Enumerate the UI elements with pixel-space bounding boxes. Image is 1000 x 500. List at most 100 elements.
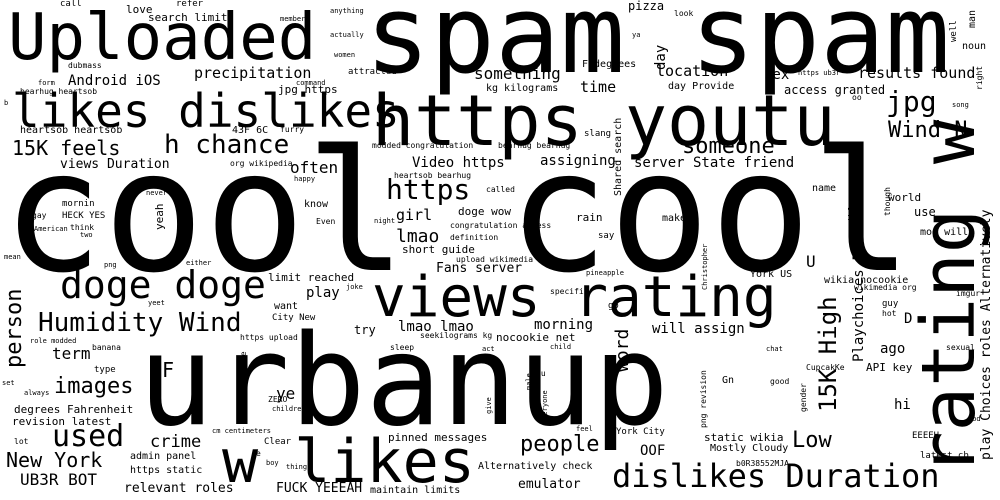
word: ZERO bbox=[268, 395, 288, 404]
word: search limit bbox=[148, 11, 228, 24]
word: thing bbox=[286, 463, 308, 471]
word: crime bbox=[150, 432, 202, 452]
word: say bbox=[598, 231, 615, 241]
word: heartsob bearhug bbox=[394, 171, 472, 180]
word: chat bbox=[766, 345, 783, 353]
word: role modded bbox=[30, 337, 77, 345]
word: hot bbox=[882, 309, 897, 318]
word: images bbox=[54, 374, 134, 399]
word: York City bbox=[616, 427, 665, 437]
word: something bbox=[474, 64, 561, 83]
word: F bbox=[162, 358, 175, 382]
word: York US bbox=[750, 269, 793, 280]
word: Clear bbox=[264, 437, 292, 447]
word: boy bbox=[266, 459, 279, 467]
word: night bbox=[374, 217, 396, 225]
word: seekilograms kg bbox=[420, 331, 493, 340]
word: EEEEH bbox=[912, 431, 940, 441]
word: joke bbox=[346, 283, 363, 291]
word: pizza bbox=[628, 0, 665, 13]
word: b bbox=[4, 99, 9, 107]
word: pineapple bbox=[586, 269, 624, 277]
word: slang bbox=[584, 129, 612, 139]
word: Shared search bbox=[613, 117, 624, 196]
word: spam spam bbox=[365, 0, 951, 98]
word: sexual bbox=[946, 343, 975, 352]
word: form bbox=[38, 79, 55, 87]
word: short guide bbox=[402, 243, 475, 256]
word: child bbox=[550, 343, 572, 351]
word: mean bbox=[4, 253, 21, 261]
word: actually bbox=[330, 31, 364, 39]
word: Uploaded bbox=[8, 1, 317, 75]
word: word bbox=[612, 328, 633, 372]
word: feel bbox=[576, 425, 593, 433]
word: male bbox=[525, 373, 533, 390]
word: guy bbox=[882, 299, 899, 309]
word: man bbox=[967, 9, 978, 28]
word: lmao lmao bbox=[398, 319, 474, 335]
word: want bbox=[274, 301, 299, 312]
word: degrees Fahrenheit bbox=[14, 403, 134, 416]
word: time bbox=[580, 78, 617, 96]
word: https upload bbox=[240, 333, 298, 342]
word: day bbox=[653, 44, 669, 70]
word: Humidity Wind bbox=[38, 308, 242, 338]
word: god bbox=[968, 415, 981, 423]
word: OOF bbox=[640, 443, 666, 459]
word: maintain limits bbox=[370, 485, 461, 496]
word: https ub3r bbox=[798, 69, 841, 77]
word: su bbox=[536, 369, 546, 378]
word: server State friend bbox=[634, 155, 795, 171]
word: often bbox=[290, 158, 339, 177]
word: hi bbox=[894, 397, 911, 413]
word: used bbox=[52, 419, 125, 454]
word: limit reached bbox=[268, 271, 355, 284]
word: Alternatively check bbox=[478, 461, 593, 472]
word: use bbox=[914, 205, 936, 219]
word: describe bbox=[239, 351, 248, 390]
word: try bbox=[354, 323, 376, 337]
word: admin panel bbox=[130, 451, 197, 462]
word: either bbox=[186, 259, 212, 267]
word: urbanup bbox=[138, 307, 670, 454]
word: gender bbox=[799, 383, 808, 412]
word: precipitation bbox=[194, 64, 312, 82]
word: person bbox=[2, 288, 27, 368]
word: children bbox=[272, 405, 306, 413]
word: static wikia bbox=[704, 431, 784, 444]
word: sex bbox=[764, 67, 790, 83]
word: call bbox=[60, 0, 82, 9]
word: cool cool bbox=[2, 114, 913, 310]
word: b0R38552MJA bbox=[736, 459, 789, 468]
word: 15K feels bbox=[12, 136, 121, 160]
word: Gn bbox=[722, 375, 735, 386]
word: someone bbox=[682, 134, 775, 159]
word: think bbox=[70, 223, 95, 232]
word: h chance bbox=[164, 130, 290, 160]
word: doge wow bbox=[458, 205, 511, 218]
word: jpg bbox=[886, 85, 937, 118]
word: ye bbox=[276, 384, 296, 403]
word: act bbox=[482, 345, 495, 353]
word: likes dislikes bbox=[12, 84, 400, 138]
word: mod will bbox=[920, 227, 969, 238]
word: imgur bbox=[956, 289, 981, 298]
word: two bbox=[80, 231, 93, 239]
word: will assign bbox=[652, 321, 745, 337]
word: furry bbox=[280, 125, 305, 134]
word: good bbox=[770, 377, 790, 386]
word: Even bbox=[316, 217, 336, 226]
word: bearhug bearhug bbox=[498, 141, 571, 150]
word: set bbox=[2, 379, 15, 387]
word: give bbox=[485, 397, 493, 414]
word: people bbox=[520, 432, 600, 457]
word: know bbox=[304, 199, 329, 210]
word: mornin bbox=[62, 199, 95, 209]
word: name bbox=[812, 183, 837, 194]
word: happy bbox=[294, 175, 316, 183]
word: UB3R BOT bbox=[20, 470, 98, 489]
word: City New bbox=[272, 313, 316, 323]
word: Wind N bbox=[888, 118, 968, 143]
word: https static bbox=[130, 465, 203, 476]
